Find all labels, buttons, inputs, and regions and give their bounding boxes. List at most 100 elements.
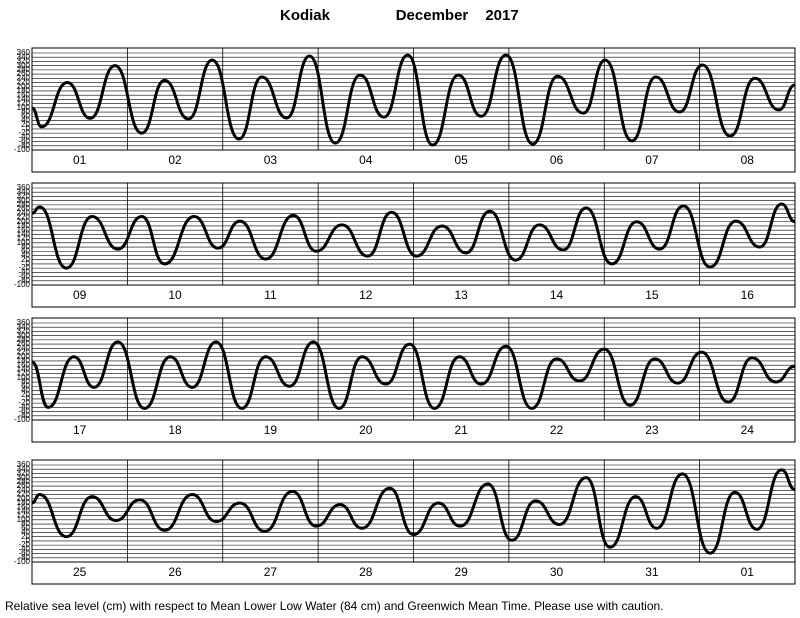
y-tick-label: 320 xyxy=(17,469,31,478)
y-tick-label: 140 xyxy=(17,507,31,516)
y-tick-label: 20 xyxy=(21,532,30,541)
x-tick-label: 18 xyxy=(168,423,182,437)
y-tick-label: -60 xyxy=(18,407,30,416)
y-tick-label: 60 xyxy=(21,111,30,120)
station-title: Kodiak xyxy=(280,7,331,24)
y-tick-label: 40 xyxy=(21,528,30,537)
y-tick-label: -80 xyxy=(18,411,30,420)
x-tick-label: 05 xyxy=(455,153,469,167)
y-tick-label: 180 xyxy=(17,356,31,365)
y-tick-label: 20 xyxy=(21,390,30,399)
x-tick-label: 17 xyxy=(73,423,87,437)
y-tick-label: 100 xyxy=(17,373,31,382)
y-tick-label: 300 xyxy=(17,331,31,340)
x-tick-label: 01 xyxy=(73,153,87,167)
y-tick-label: 320 xyxy=(17,327,31,336)
y-tick-label: 0 xyxy=(26,536,31,545)
x-tick-label: 06 xyxy=(550,153,564,167)
y-tick-label: 260 xyxy=(17,69,31,78)
x-tick-label: 22 xyxy=(550,423,564,437)
y-tick-label: 360 xyxy=(17,460,31,469)
y-tick-label: -60 xyxy=(18,272,30,281)
x-tick-label: 23 xyxy=(645,423,659,437)
x-tick-label: 13 xyxy=(455,288,469,302)
tide-line xyxy=(31,468,796,555)
y-tick-label: 80 xyxy=(21,107,30,116)
y-tick-label: 280 xyxy=(17,477,31,486)
y-tick-label: 340 xyxy=(17,187,31,196)
y-tick-label: 240 xyxy=(17,485,31,494)
y-tick-label: 200 xyxy=(17,494,31,503)
y-tick-label: 140 xyxy=(17,365,31,374)
x-tick-label: 30 xyxy=(550,565,564,579)
x-tick-label: 16 xyxy=(741,288,755,302)
y-tick-label: 300 xyxy=(17,61,31,70)
y-tick-label: 0 xyxy=(26,259,31,268)
y-tick-label: 180 xyxy=(17,86,31,95)
x-tick-label: 01 xyxy=(741,565,755,579)
y-tick-label: -80 xyxy=(18,141,30,150)
y-tick-label: 340 xyxy=(17,322,31,331)
y-tick-label: -20 xyxy=(18,540,30,549)
y-tick-label: 0 xyxy=(26,124,31,133)
y-tick-label: 120 xyxy=(17,234,31,243)
y-tick-label: 280 xyxy=(17,335,31,344)
y-tick-label: 40 xyxy=(21,251,30,260)
y-tick-label: -40 xyxy=(18,267,30,276)
y-tick-label: 220 xyxy=(17,78,31,87)
y-tick-label: 240 xyxy=(17,208,31,217)
y-tick-label: 100 xyxy=(17,103,31,112)
x-tick-label: 29 xyxy=(455,565,469,579)
y-tick-label: -80 xyxy=(18,276,30,285)
y-tick-label: 60 xyxy=(21,381,30,390)
x-tick-label: 21 xyxy=(455,423,469,437)
y-tick-label: 320 xyxy=(17,57,31,66)
x-tick-label: 12 xyxy=(359,288,373,302)
x-tick-label: 08 xyxy=(741,153,755,167)
y-tick-label: 340 xyxy=(17,52,31,61)
y-tick-label: 300 xyxy=(17,196,31,205)
y-tick-label: 160 xyxy=(17,360,31,369)
y-tick-label: -40 xyxy=(18,402,30,411)
y-tick-label: 20 xyxy=(21,120,30,129)
y-tick-label: -40 xyxy=(18,132,30,141)
y-tick-label: 360 xyxy=(17,318,31,327)
tide-line xyxy=(31,340,796,410)
y-tick-label: 340 xyxy=(17,464,31,473)
y-tick-label: 120 xyxy=(17,511,31,520)
y-tick-label: 180 xyxy=(17,221,31,230)
y-tick-label: 220 xyxy=(17,213,31,222)
x-tick-label: 31 xyxy=(645,565,659,579)
y-tick-label: -80 xyxy=(18,553,30,562)
x-tick-label: 14 xyxy=(550,288,564,302)
y-tick-label: 40 xyxy=(21,116,30,125)
x-tick-label: 19 xyxy=(264,423,278,437)
y-tick-label: 120 xyxy=(17,369,31,378)
y-tick-label: 80 xyxy=(21,377,30,386)
footer-note: Relative sea level (cm) with respect to … xyxy=(5,599,664,613)
y-tick-label: 180 xyxy=(17,498,31,507)
y-tick-label: 200 xyxy=(17,352,31,361)
x-tick-label: 26 xyxy=(168,565,182,579)
y-tick-label: 160 xyxy=(17,90,31,99)
y-tick-label: 200 xyxy=(17,82,31,91)
tide-line xyxy=(31,53,796,147)
y-tick-label: 360 xyxy=(17,183,31,192)
x-tick-label: 28 xyxy=(359,565,373,579)
x-tick-label: 07 xyxy=(645,153,659,167)
x-tick-label: 20 xyxy=(359,423,373,437)
y-tick-label: -40 xyxy=(18,544,30,553)
y-tick-label: 160 xyxy=(17,225,31,234)
y-tick-label: 280 xyxy=(17,65,31,74)
y-tick-label: 360 xyxy=(17,48,31,57)
y-tick-label: 60 xyxy=(21,246,30,255)
y-tick-label: 60 xyxy=(21,523,30,532)
y-tick-label: 80 xyxy=(21,242,30,251)
y-tick-label: 140 xyxy=(17,230,31,239)
y-tick-label: -100 xyxy=(14,415,31,424)
y-tick-label: 260 xyxy=(17,204,31,213)
month-title: December xyxy=(396,7,469,24)
y-tick-label: 240 xyxy=(17,73,31,82)
y-tick-label: 40 xyxy=(21,386,30,395)
